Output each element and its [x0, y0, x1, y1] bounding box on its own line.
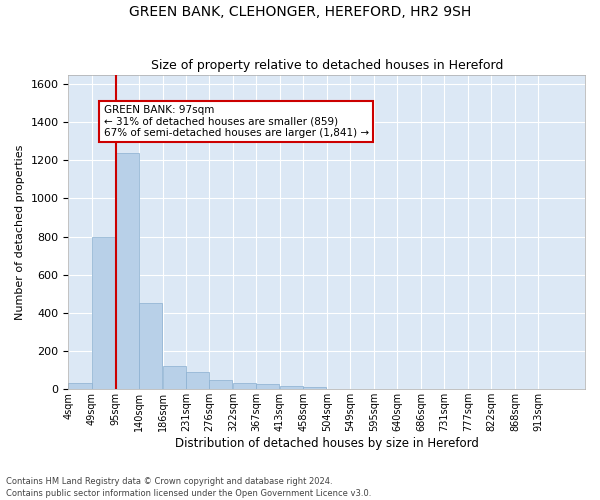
Bar: [139, 304, 162, 389]
Bar: [280, 386, 303, 389]
Bar: [68, 384, 92, 389]
Text: GREEN BANK, CLEHONGER, HEREFORD, HR2 9SH: GREEN BANK, CLEHONGER, HEREFORD, HR2 9SH: [129, 5, 471, 19]
Y-axis label: Number of detached properties: Number of detached properties: [15, 144, 25, 320]
Text: GREEN BANK: 97sqm
← 31% of detached houses are smaller (859)
67% of semi-detache: GREEN BANK: 97sqm ← 31% of detached hous…: [104, 105, 368, 138]
Bar: [115, 152, 139, 389]
Bar: [92, 236, 115, 389]
Text: Contains HM Land Registry data © Crown copyright and database right 2024.
Contai: Contains HM Land Registry data © Crown c…: [6, 476, 371, 498]
Bar: [209, 380, 232, 389]
Bar: [233, 384, 256, 389]
Bar: [163, 366, 186, 389]
X-axis label: Distribution of detached houses by size in Hereford: Distribution of detached houses by size …: [175, 437, 479, 450]
Bar: [256, 384, 280, 389]
Title: Size of property relative to detached houses in Hereford: Size of property relative to detached ho…: [151, 59, 503, 72]
Bar: [186, 372, 209, 389]
Bar: [303, 388, 326, 389]
